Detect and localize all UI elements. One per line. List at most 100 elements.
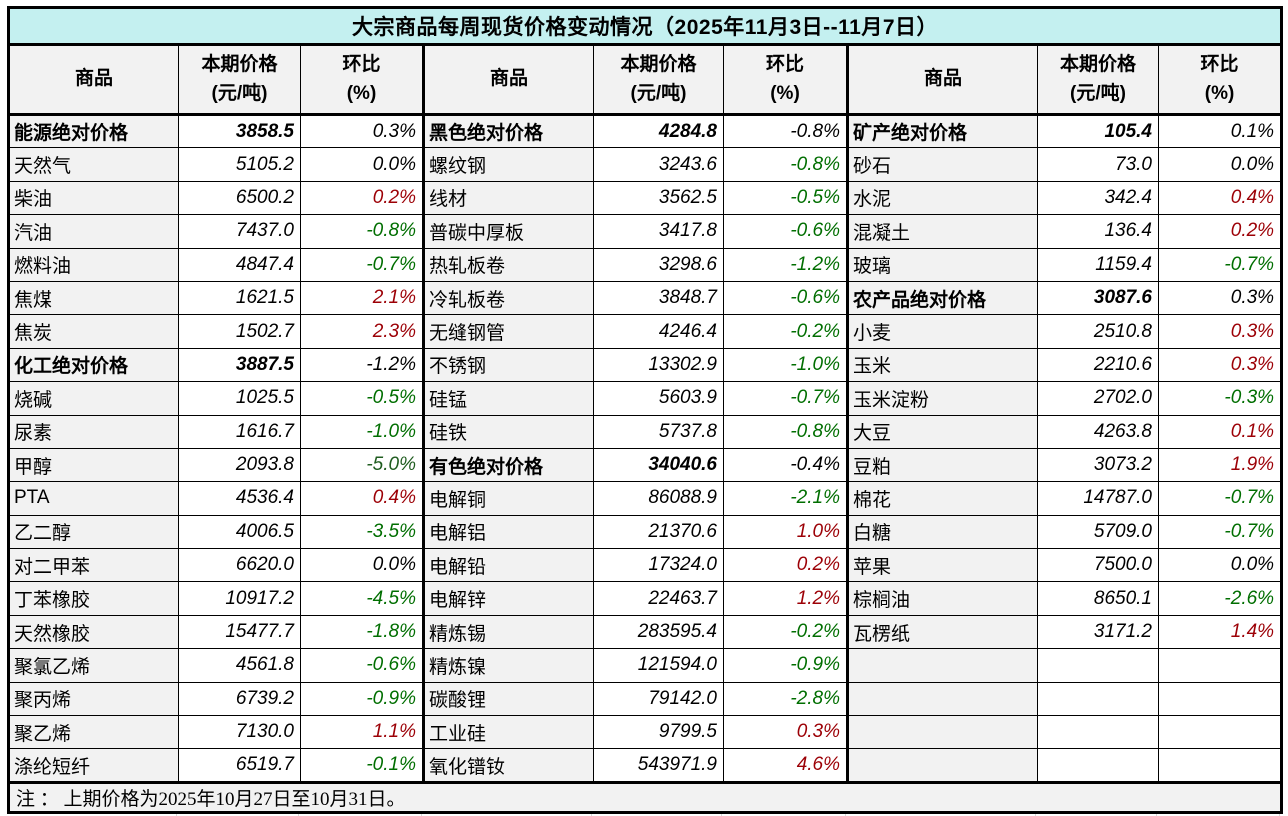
price-cell[interactable]: 13302.9 xyxy=(593,347,724,383)
price-cell[interactable]: 543971.9 xyxy=(593,748,724,783)
change-cell[interactable]: -3.5% xyxy=(300,514,424,550)
commodity-name-cell[interactable]: 精炼锡 xyxy=(422,614,594,650)
change-cell[interactable]: 0.0% xyxy=(1157,147,1283,182)
price-cell[interactable]: 3073.2 xyxy=(1037,447,1159,483)
commodity-name-cell[interactable]: 对二甲苯 xyxy=(8,548,179,583)
change-cell[interactable]: 0.3% xyxy=(1157,280,1283,316)
price-cell[interactable]: 5105.2 xyxy=(178,147,301,182)
change-cell[interactable]: -0.2% xyxy=(723,614,848,650)
change-cell[interactable]: -0.8% xyxy=(723,113,848,149)
change-cell[interactable]: -0.7% xyxy=(300,247,424,282)
change-cell[interactable]: 1.9% xyxy=(1157,447,1283,483)
commodity-name-cell[interactable]: 冷轧板卷 xyxy=(422,280,594,316)
column-header-commodity[interactable]: 商品 xyxy=(8,44,179,116)
commodity-name-cell[interactable]: 砂石 xyxy=(846,147,1038,182)
commodity-name-cell[interactable]: 乙二醇 xyxy=(8,514,179,550)
commodity-name-cell[interactable]: 电解铜 xyxy=(422,481,594,516)
change-cell[interactable]: -0.3% xyxy=(1157,381,1283,416)
commodity-name-cell[interactable]: 氧化镨钕 xyxy=(422,748,594,783)
change-cell[interactable]: -2.6% xyxy=(1157,581,1283,616)
commodity-name-cell[interactable]: 不锈钢 xyxy=(422,347,594,383)
change-cell[interactable]: 0.3% xyxy=(1157,314,1283,349)
price-cell[interactable]: 3858.5 xyxy=(178,113,301,149)
commodity-name-cell[interactable]: 棉花 xyxy=(846,481,1038,516)
price-cell[interactable]: 8650.1 xyxy=(1037,581,1159,616)
price-cell[interactable]: 3562.5 xyxy=(593,180,724,216)
change-cell[interactable]: -0.7% xyxy=(723,381,848,416)
commodity-name-cell[interactable]: 天然气 xyxy=(8,147,179,182)
price-cell[interactable]: 4561.8 xyxy=(178,648,301,683)
commodity-name-cell[interactable]: 聚氯乙烯 xyxy=(8,648,179,683)
price-cell[interactable]: 2093.8 xyxy=(178,447,301,483)
column-header-commodity[interactable]: 商品 xyxy=(422,44,594,116)
price-cell[interactable]: 1616.7 xyxy=(178,414,301,449)
table-title[interactable]: 大宗商品每周现货价格变动情况（2025年11月3日--11月7日） xyxy=(7,7,1283,46)
change-cell[interactable]: -0.5% xyxy=(300,381,424,416)
commodity-name-cell[interactable]: 小麦 xyxy=(846,314,1038,349)
change-cell[interactable] xyxy=(1157,715,1283,750)
change-cell[interactable]: -0.9% xyxy=(723,648,848,683)
change-cell[interactable] xyxy=(1157,681,1283,717)
price-cell[interactable]: 105.4 xyxy=(1037,113,1159,149)
commodity-name-cell[interactable]: 硅铁 xyxy=(422,414,594,449)
price-cell[interactable]: 3243.6 xyxy=(593,147,724,182)
change-cell[interactable]: 0.0% xyxy=(300,548,424,583)
change-cell[interactable]: -0.8% xyxy=(723,414,848,449)
price-cell[interactable]: 7437.0 xyxy=(178,214,301,249)
change-cell[interactable]: 4.6% xyxy=(723,748,848,783)
price-cell[interactable]: 10917.2 xyxy=(178,581,301,616)
commodity-name-cell[interactable]: 尿素 xyxy=(8,414,179,449)
column-header-commodity[interactable]: 商品 xyxy=(846,44,1038,116)
empty-cell[interactable] xyxy=(846,715,1038,750)
change-cell[interactable]: -0.6% xyxy=(723,280,848,316)
commodity-name-cell[interactable]: 电解铝 xyxy=(422,514,594,550)
change-cell[interactable]: 0.3% xyxy=(1157,347,1283,383)
commodity-name-cell[interactable]: 白糖 xyxy=(846,514,1038,550)
change-cell[interactable]: 0.4% xyxy=(300,481,424,516)
commodity-name-cell[interactable]: 天然橡胶 xyxy=(8,614,179,650)
price-cell[interactable]: 1159.4 xyxy=(1037,247,1159,282)
commodity-name-cell[interactable]: 碳酸锂 xyxy=(422,681,594,717)
change-cell[interactable]: -0.6% xyxy=(300,648,424,683)
price-cell[interactable]: 17324.0 xyxy=(593,548,724,583)
change-cell[interactable]: -2.1% xyxy=(723,481,848,516)
change-cell[interactable]: -0.6% xyxy=(723,214,848,249)
empty-cell[interactable] xyxy=(846,748,1038,783)
commodity-name-cell[interactable]: 聚乙烯 xyxy=(8,715,179,750)
price-cell[interactable]: 6500.2 xyxy=(178,180,301,216)
price-cell[interactable]: 4006.5 xyxy=(178,514,301,550)
change-cell[interactable]: -1.2% xyxy=(723,247,848,282)
change-cell[interactable]: -0.7% xyxy=(1157,481,1283,516)
change-cell[interactable]: -0.1% xyxy=(300,748,424,783)
price-cell[interactable]: 5737.8 xyxy=(593,414,724,449)
price-cell[interactable]: 4263.8 xyxy=(1037,414,1159,449)
commodity-name-cell[interactable]: 精炼镍 xyxy=(422,648,594,683)
change-cell[interactable]: 0.1% xyxy=(1157,113,1283,149)
commodity-name-cell[interactable]: 柴油 xyxy=(8,180,179,216)
category-name-cell[interactable]: 化工绝对价格 xyxy=(8,347,179,383)
change-cell[interactable]: -1.2% xyxy=(300,347,424,383)
change-cell[interactable]: -0.7% xyxy=(1157,247,1283,282)
commodity-name-cell[interactable]: 烧碱 xyxy=(8,381,179,416)
change-cell[interactable] xyxy=(1157,748,1283,783)
price-cell[interactable]: 2510.8 xyxy=(1037,314,1159,349)
price-cell[interactable]: 86088.9 xyxy=(593,481,724,516)
commodity-name-cell[interactable]: 甲醇 xyxy=(8,447,179,483)
change-cell[interactable]: -2.8% xyxy=(723,681,848,717)
change-cell[interactable]: -0.5% xyxy=(723,180,848,216)
commodity-name-cell[interactable]: 汽油 xyxy=(8,214,179,249)
category-name-cell[interactable]: 矿产绝对价格 xyxy=(846,113,1038,149)
commodity-name-cell[interactable]: 豆粕 xyxy=(846,447,1038,483)
price-cell[interactable]: 136.4 xyxy=(1037,214,1159,249)
commodity-name-cell[interactable]: 热轧板卷 xyxy=(422,247,594,282)
column-header-price[interactable]: 本期价格 (元/吨) xyxy=(593,44,724,116)
category-name-cell[interactable]: 有色绝对价格 xyxy=(422,447,594,483)
commodity-name-cell[interactable]: 硅锰 xyxy=(422,381,594,416)
price-cell[interactable]: 4246.4 xyxy=(593,314,724,349)
category-name-cell[interactable]: 农产品绝对价格 xyxy=(846,280,1038,316)
price-cell[interactable]: 9799.5 xyxy=(593,715,724,750)
price-cell[interactable]: 14787.0 xyxy=(1037,481,1159,516)
price-cell[interactable] xyxy=(1037,681,1159,717)
change-cell[interactable]: 0.4% xyxy=(1157,180,1283,216)
change-cell[interactable]: -0.8% xyxy=(300,214,424,249)
